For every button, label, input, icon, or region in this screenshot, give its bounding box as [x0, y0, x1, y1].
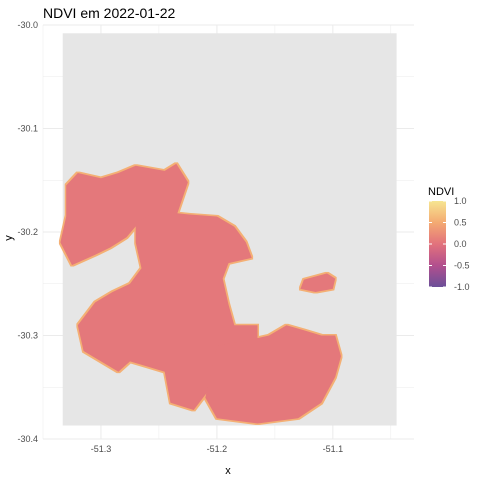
y-axis-ticks: -30.0 -30.1 -30.2 -30.3 -30.4 — [17, 20, 38, 444]
region-southeast-block — [205, 325, 341, 424]
legend-title: NDVI — [428, 186, 454, 198]
region-western-block — [60, 163, 188, 266]
y-tick-label: -30.2 — [17, 227, 38, 237]
chart-title: NDVI em 2022-01-22 — [43, 5, 176, 21]
legend-tick-label: 1.0 — [454, 196, 467, 206]
legend-tick-label: 0.5 — [454, 218, 467, 228]
x-tick-label: -51.3 — [91, 444, 112, 454]
x-axis-label: x — [225, 465, 231, 477]
y-axis-label: y — [3, 235, 15, 241]
region-east-spot — [300, 273, 336, 292]
region-central-block — [77, 211, 258, 410]
x-tick-label: -51.1 — [323, 444, 344, 454]
y-tick-label: -30.0 — [17, 20, 38, 30]
y-tick-label: -30.1 — [17, 124, 38, 134]
x-axis-ticks: -51.3 -51.2 -51.1 — [91, 444, 343, 454]
legend-tick-label: -0.5 — [454, 261, 470, 271]
legend-tick-label: -1.0 — [454, 282, 470, 292]
legend-colorbar — [429, 201, 446, 287]
ndvi-raster-layer — [60, 163, 341, 424]
legend-tick-label: 0.0 — [454, 239, 467, 249]
x-tick-label: -51.2 — [207, 444, 228, 454]
legend: NDVI 1.0 0.5 0.0 -0.5 -1.0 — [428, 186, 470, 292]
y-tick-label: -30.4 — [17, 434, 38, 444]
y-tick-label: -30.3 — [17, 331, 38, 341]
legend-ticks: 1.0 0.5 0.0 -0.5 -1.0 — [429, 196, 470, 292]
